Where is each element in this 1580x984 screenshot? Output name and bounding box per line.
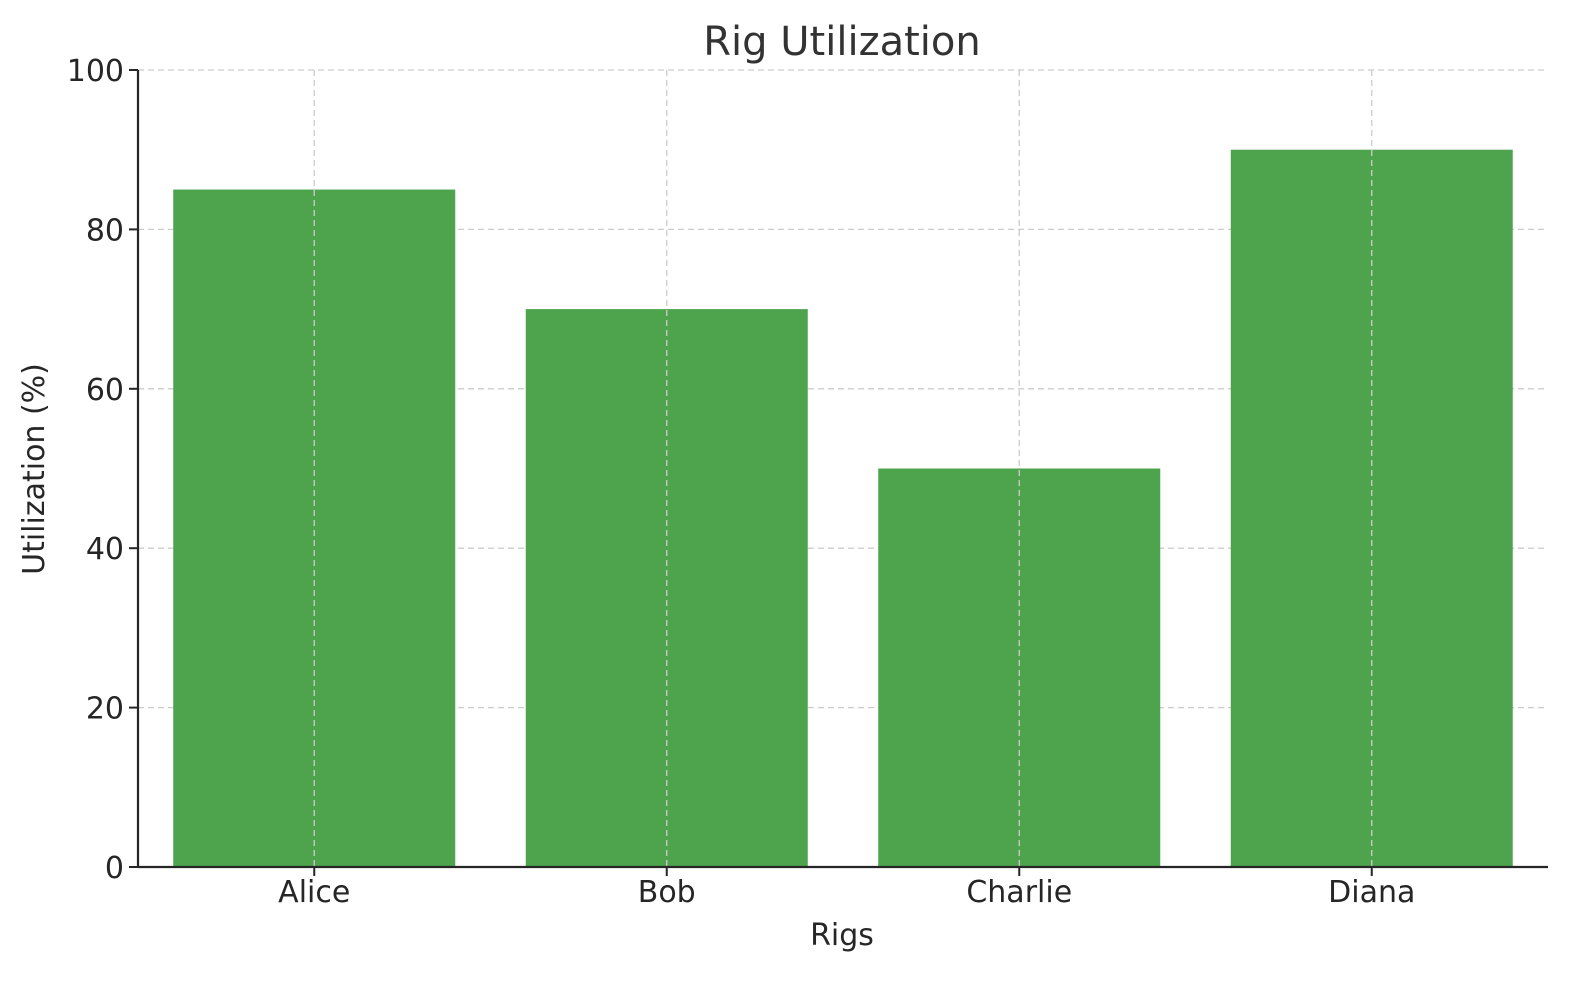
- axis-layer: 0 20 40 60 80 100 Alice Bob Charlie Diana: [67, 54, 1548, 910]
- y-tick-label: 40: [86, 532, 124, 567]
- x-tick-label: Diana: [1328, 875, 1415, 910]
- y-tick-label: 60: [86, 373, 124, 408]
- chart-title: Rig Utilization: [703, 19, 980, 65]
- y-tick-label: 0: [105, 851, 124, 886]
- bar-diana: [1230, 149, 1513, 867]
- y-axis-title: Utilization (%): [17, 363, 52, 575]
- x-axis-title: Rigs: [810, 918, 874, 953]
- x-tick-label: Bob: [638, 875, 696, 910]
- bar-charlie: [878, 468, 1161, 867]
- x-tick-label: Alice: [278, 875, 350, 910]
- x-tick-label: Charlie: [966, 875, 1072, 910]
- y-tick-label: 80: [86, 213, 124, 248]
- bar-layer: [173, 70, 1513, 868]
- label-layer: Rig Utilization Rigs Utilization (%): [17, 19, 981, 953]
- y-tick-label: 20: [86, 692, 124, 727]
- y-tick-label: 100: [67, 54, 124, 89]
